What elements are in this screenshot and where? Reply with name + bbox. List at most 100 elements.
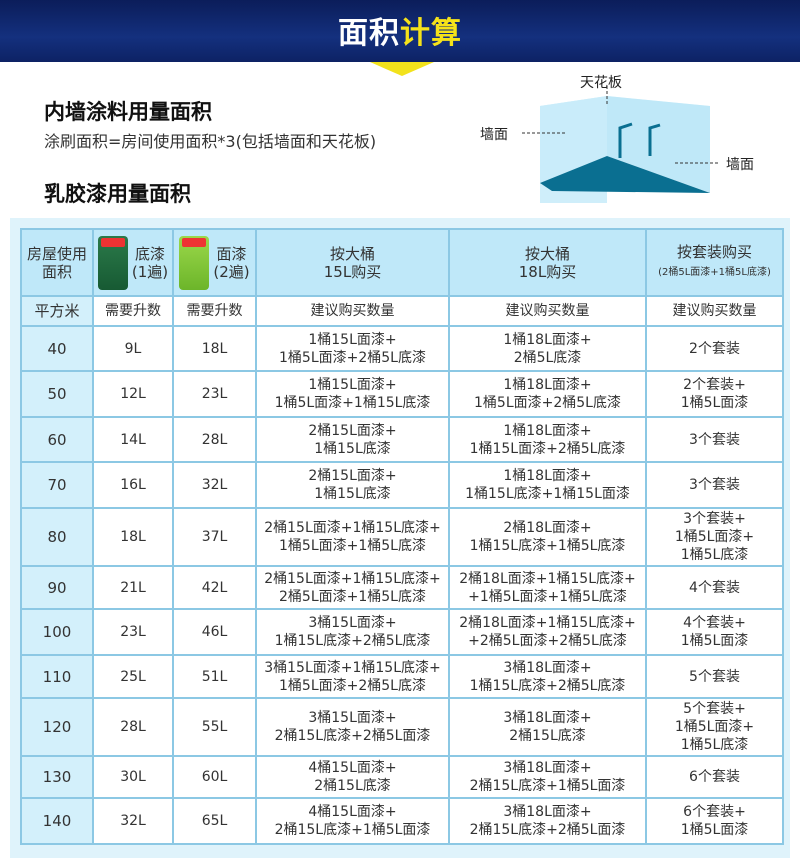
table-cell: 1桶18L面漆+ 1桶5L面漆+2桶5L底漆: [448, 370, 647, 418]
table-cell: 4桶15L面漆+ 2桶15L底漆+1桶5L面漆: [255, 797, 450, 845]
paint-usage-table: 房屋使用面积 底漆 (1遍) 面漆 (2遍) 按大桶15L购买 按大桶18L购买 按…: [20, 228, 784, 845]
table-cell: 3桶18L面漆+ 2桶15L底漆+2桶5L面漆: [448, 797, 647, 845]
table-cell: 2个套装+ 1桶5L面漆: [645, 370, 784, 418]
table-cell: 55L: [172, 697, 257, 757]
table-cell: 3桶15L面漆+1桶15L底漆+ 1桶5L面漆+2桶5L底漆: [255, 654, 450, 699]
table-cell: 130: [20, 755, 94, 799]
table-cell: 2桶15L面漆+ 1桶15L底漆: [255, 416, 450, 463]
subheader-cell: 建议购买数量: [255, 295, 450, 327]
label-wall-right: 墙面: [726, 157, 754, 173]
table-cell: 23L: [172, 370, 257, 418]
banner-title: 面积计算: [338, 16, 462, 51]
table-cell: 80: [20, 507, 94, 567]
table-cell: 32L: [92, 797, 174, 845]
banner: 面积计算: [0, 0, 800, 62]
table-cell: 14L: [92, 416, 174, 463]
room-illustration: [522, 86, 720, 213]
section-title-wall-paint: 内墙涂料用量面积: [44, 100, 212, 124]
table-cell: 70: [20, 461, 94, 509]
table-cell: 3桶18L面漆+ 1桶15L底漆+2桶5L底漆: [448, 654, 647, 699]
table-cell: 6个套装+ 1桶5L面漆: [645, 797, 784, 845]
table-cell: 1桶18L面漆+ 1桶15L面漆+2桶5L底漆: [448, 416, 647, 463]
table-cell: 32L: [172, 461, 257, 509]
table-cell: 40: [20, 325, 94, 372]
table-cell: 2个套装: [645, 325, 784, 372]
subheader-cell: 需要升数: [172, 295, 257, 327]
subheader-cell: 建议购买数量: [645, 295, 784, 327]
table-cell: 30L: [92, 755, 174, 799]
table-cell: 18L: [92, 507, 174, 567]
table-cell: 3桶15L面漆+ 1桶15L底漆+2桶5L底漆: [255, 608, 450, 656]
table-row: 40 9L 18L 1桶15L面漆+ 1桶5L面漆+2桶5L底漆 1桶18L面漆+ 2桶…: [20, 325, 784, 372]
table-cell: 2桶15L面漆+1桶15L底漆+ 1桶5L面漆+1桶5L底漆: [255, 507, 450, 567]
table-cell: 2桶18L面漆+ 1桶15L底漆+1桶5L底漆: [448, 507, 647, 567]
table-row: 60 14L 28L 2桶15L面漆+ 1桶15L底漆 1桶18L面漆+ 1桶15L面漆…: [20, 416, 784, 463]
table-cell: 140: [20, 797, 94, 845]
table-cell: 50: [20, 370, 94, 418]
table-cell: 2桶18L面漆+1桶15L底漆+ +2桶5L面漆+2桶5L底漆: [448, 608, 647, 656]
table-cell: 3个套装: [645, 416, 784, 463]
subheader-cell: 需要升数: [92, 295, 174, 327]
table-cell: 1桶15L面漆+ 1桶5L面漆+1桶15L底漆: [255, 370, 450, 418]
table-cell: 6个套装: [645, 755, 784, 799]
table-cell: 100: [20, 608, 94, 656]
section-title-latex-paint: 乳胶漆用量面积: [44, 182, 191, 206]
table-cell: 60L: [172, 755, 257, 799]
table-cell: 5个套装+ 1桶5L面漆+ 1桶5L底漆: [645, 697, 784, 757]
table-cell: 5个套装: [645, 654, 784, 699]
header-area: 房屋使用面积: [20, 228, 94, 297]
header-buy-18l: 按大桶18L购买: [448, 228, 647, 297]
table-cell: 2桶15L面漆+ 1桶15L底漆: [255, 461, 450, 509]
subheader-cell: 平方米: [20, 295, 94, 327]
table-row: 70 16L 32L 2桶15L面漆+ 1桶15L底漆 1桶18L面漆+ 1桶15L底漆…: [20, 461, 784, 509]
table-cell: 9L: [92, 325, 174, 372]
table-cell: 16L: [92, 461, 174, 509]
table-cell: 4个套装+ 1桶5L面漆: [645, 608, 784, 656]
room-diagram: 天花板 墙面 墙面: [470, 68, 780, 213]
table-row: 90 21L 42L 2桶15L面漆+1桶15L底漆+ 2桶5L面漆+1桶5L底漆 2桶…: [20, 565, 784, 610]
table-cell: 110: [20, 654, 94, 699]
table-cell: 37L: [172, 507, 257, 567]
table-cell: 65L: [172, 797, 257, 845]
table-cell: 60: [20, 416, 94, 463]
arrow-down-icon: [370, 62, 434, 76]
table-cell: 23L: [92, 608, 174, 656]
table-cell: 1桶18L面漆+ 2桶5L底漆: [448, 325, 647, 372]
table-cell: 25L: [92, 654, 174, 699]
table-row: 110 25L 51L 3桶15L面漆+1桶15L底漆+ 1桶5L面漆+2桶5L底漆 3…: [20, 654, 784, 699]
table-cell: 28L: [92, 697, 174, 757]
label-ceiling: 天花板: [580, 75, 622, 91]
header-primer: 底漆 (1遍): [92, 228, 174, 297]
table-cell: 3个套装+ 1桶5L面漆+ 1桶5L底漆: [645, 507, 784, 567]
table-cell: 3桶18L面漆+ 2桶15L底漆: [448, 697, 647, 757]
header-topcoat: 面漆 (2遍): [172, 228, 257, 297]
table-row: 120 28L 55L 3桶15L面漆+ 2桶15L底漆+2桶5L面漆 3桶18L面漆+…: [20, 697, 784, 757]
table-cell: 21L: [92, 565, 174, 610]
table-row: 130 30L 60L 4桶15L面漆+ 2桶15L底漆 3桶18L面漆+ 2桶15L底…: [20, 755, 784, 799]
label-wall-left: 墙面: [480, 127, 508, 143]
table-header-row: 房屋使用面积 底漆 (1遍) 面漆 (2遍) 按大桶15L购买 按大桶18L购买 按…: [20, 228, 784, 297]
table-cell: 3桶15L面漆+ 2桶15L底漆+2桶5L面漆: [255, 697, 450, 757]
table-cell: 3个套装: [645, 461, 784, 509]
table-cell: 120: [20, 697, 94, 757]
primer-can-icon: [97, 235, 128, 290]
table-cell: 28L: [172, 416, 257, 463]
header-buy-15l: 按大桶15L购买: [255, 228, 450, 297]
topcoat-can-icon: [179, 235, 210, 290]
table-cell: 4桶15L面漆+ 2桶15L底漆: [255, 755, 450, 799]
table-cell: 46L: [172, 608, 257, 656]
formula-text: 涂刷面积=房间使用面积*3(包括墙面和天花板): [44, 132, 377, 151]
table-row: 140 32L 65L 4桶15L面漆+ 2桶15L底漆+1桶5L面漆 3桶18L面漆+…: [20, 797, 784, 845]
header-buy-set: 按套装购买 (2桶5L面漆+1桶5L底漆): [645, 228, 784, 297]
table-row: 50 12L 23L 1桶15L面漆+ 1桶5L面漆+1桶15L底漆 1桶18L面漆+ …: [20, 370, 784, 418]
table-cell: 51L: [172, 654, 257, 699]
table-row: 80 18L 37L 2桶15L面漆+1桶15L底漆+ 1桶5L面漆+1桶5L底漆 2桶…: [20, 507, 784, 567]
table-row: 100 23L 46L 3桶15L面漆+ 1桶15L底漆+2桶5L底漆 2桶18L面漆+…: [20, 608, 784, 656]
table-cell: 12L: [92, 370, 174, 418]
table-cell: 42L: [172, 565, 257, 610]
table-cell: 1桶15L面漆+ 1桶5L面漆+2桶5L底漆: [255, 325, 450, 372]
table-cell: 90: [20, 565, 94, 610]
subheader-cell: 建议购买数量: [448, 295, 647, 327]
table-cell: 3桶18L面漆+ 2桶15L底漆+1桶5L面漆: [448, 755, 647, 799]
table-cell: 2桶15L面漆+1桶15L底漆+ 2桶5L面漆+1桶5L底漆: [255, 565, 450, 610]
